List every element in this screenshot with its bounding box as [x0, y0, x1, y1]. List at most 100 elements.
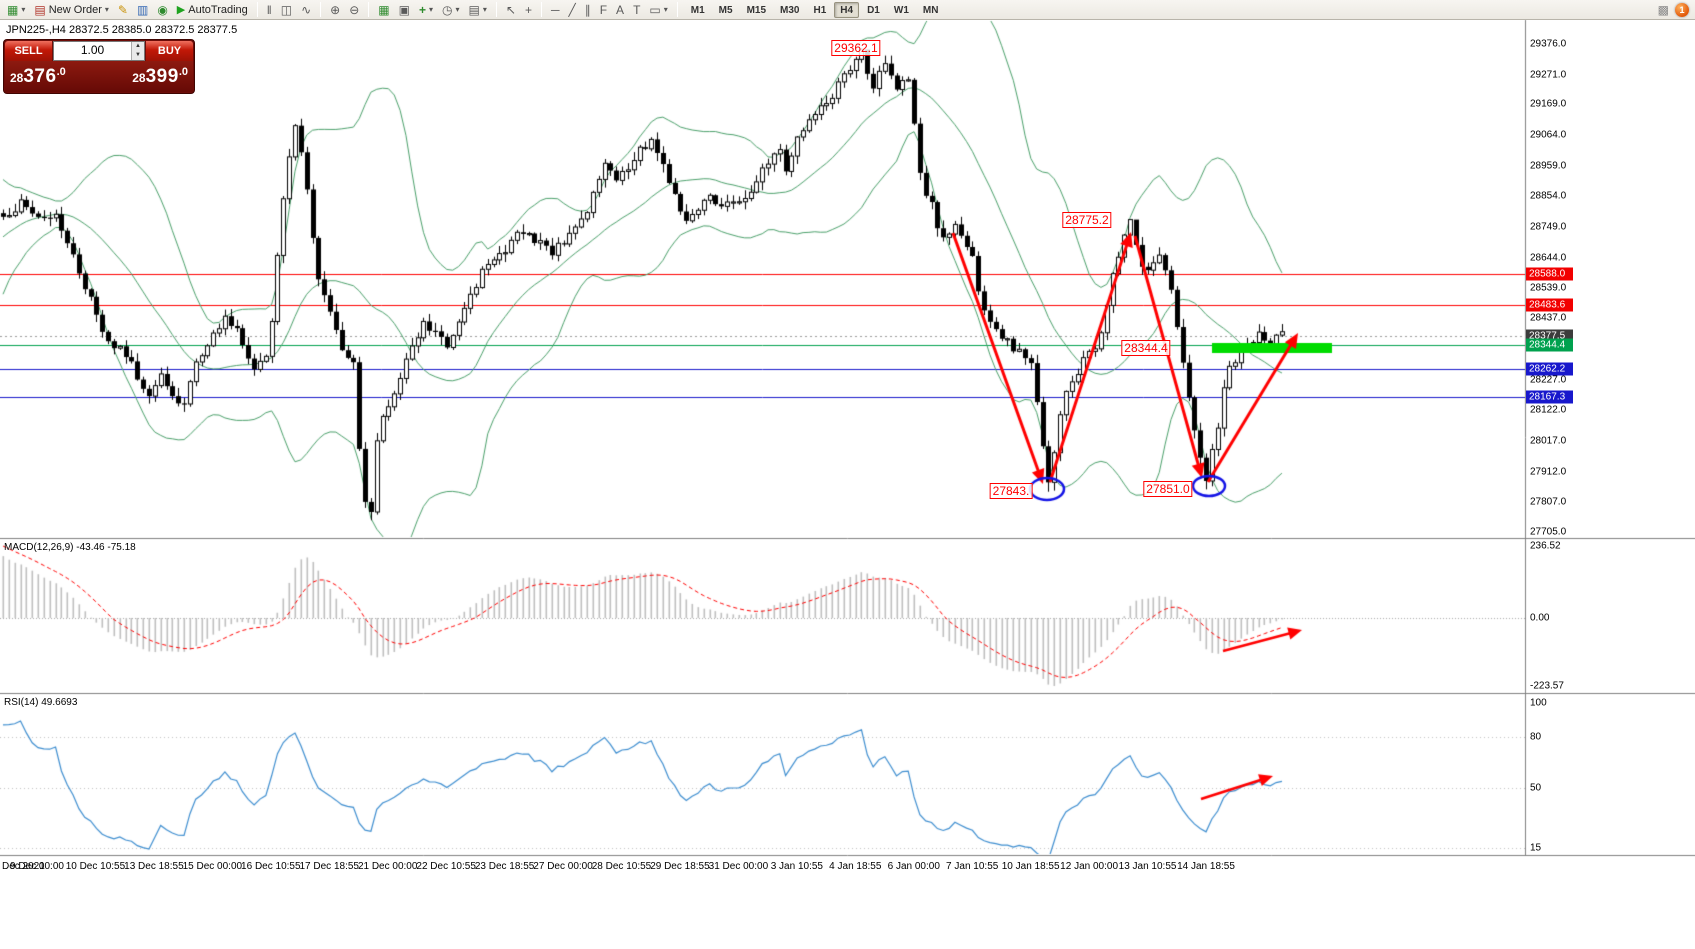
timeframe-mn[interactable]: MN [922, 4, 939, 16]
trendline-button[interactable]: ╱ [564, 1, 579, 19]
price-level-label: 28344.4 [1526, 338, 1573, 352]
line-chart-button[interactable]: ∿ [297, 1, 315, 19]
chevron-down-icon: ▾ [21, 5, 26, 14]
timeframe-m1[interactable]: M1 [690, 4, 705, 16]
time-axis-label: 17 Dec 18:55 [299, 861, 360, 872]
price-annotation[interactable]: 28344.4 [1121, 340, 1171, 356]
price-axis-tick: 28959.0 [1530, 160, 1567, 172]
crosshair-icon: + [524, 2, 532, 17]
tile-windows-button[interactable]: ▦ [374, 1, 393, 19]
sell-button[interactable]: SELL [5, 41, 52, 61]
volume-field[interactable]: 1.00 ▲ ▼ [53, 41, 145, 61]
price-axis-tick: 29376.0 [1530, 38, 1567, 50]
price-annotation[interactable]: 27851.0 [1143, 481, 1193, 497]
buy-price-frac: .0 [178, 65, 188, 78]
candlestick-chart-icon: ◫ [280, 2, 293, 17]
options-icon: ▥ [136, 2, 149, 17]
volume-up-icon[interactable]: ▲ [132, 42, 144, 51]
time-axis-label: 15 Dec 00:00 [182, 861, 243, 872]
crosshair-button[interactable]: + [521, 1, 536, 19]
price-axis-tick: 29271.0 [1530, 69, 1567, 81]
label-tool-icon: T [633, 2, 641, 17]
price-axis-tick: 28227.0 [1530, 374, 1567, 386]
chevron-down-icon: ▾ [455, 5, 460, 14]
timeframe-h4[interactable]: H4 [834, 1, 860, 18]
time-axis-label: Dec 2021 [2, 861, 45, 872]
new-chart-icon: ▦ [7, 2, 19, 17]
buy-price: 28399.0 [132, 66, 188, 88]
clock-icon: ◷ [442, 2, 453, 17]
volume-stepper: ▲ ▼ [131, 42, 144, 60]
macd-scale-tick: 236.52 [1530, 540, 1561, 552]
rsi-scale-tick: 100 [1530, 697, 1547, 709]
channel-icon: ∥ [584, 2, 591, 17]
price-level-label: 28588.0 [1526, 267, 1573, 281]
bar-chart-button[interactable]: ‖ [263, 1, 276, 19]
price-axis-tick: 28539.0 [1530, 282, 1567, 294]
periods-button[interactable]: ◷ ▾ [438, 1, 464, 19]
autotrading-button[interactable]: ▶ AutoTrading [173, 1, 252, 19]
horizontal-line-button[interactable]: ─ [547, 1, 564, 19]
shapes-button[interactable]: ▭ ▾ [645, 1, 671, 19]
buy-button[interactable]: BUY [146, 41, 193, 61]
cursor-button[interactable]: ↖ [502, 1, 520, 19]
timeframe-m30[interactable]: M30 [780, 4, 800, 16]
indicators-button[interactable]: + ▾ [415, 1, 437, 19]
notification-badge[interactable]: 1 [1675, 2, 1689, 17]
timeframe-m5[interactable]: M5 [718, 4, 733, 16]
one-click-trading-panel: SELL 1.00 ▲ ▼ BUY 28376.0 28399.0 [3, 39, 195, 94]
toolbar-separator [676, 2, 678, 17]
toolbar-separator [320, 2, 322, 17]
new-order-button[interactable]: ▤ New Order ▾ [30, 1, 113, 19]
price-axis-tick: 28122.0 [1530, 404, 1567, 416]
ohlc-readout: JPN225-,H4 28372.5 28385.0 28372.5 28377… [6, 24, 238, 36]
trendline-icon: ╱ [568, 2, 576, 17]
price-annotation[interactable]: 28775.2 [1062, 212, 1112, 228]
label-tool-button[interactable]: T [629, 1, 644, 19]
bar-chart-icon: ‖ [266, 2, 272, 17]
timeframe-d1[interactable]: D1 [867, 4, 880, 16]
cascade-windows-button[interactable]: ▣ [395, 1, 414, 19]
timeframe-m15[interactable]: M15 [746, 4, 767, 16]
time-axis-label: 16 Dec 10:55 [241, 861, 301, 872]
zoom-out-button[interactable]: ⊖ [345, 1, 363, 19]
templates-button[interactable]: ▤ ▾ [465, 1, 491, 19]
time-axis-label: 3 Jan 10:55 [770, 861, 823, 872]
toolbar-right-group: ▩ 1 [1657, 2, 1692, 17]
price-axis-tick: 28854.0 [1530, 190, 1567, 202]
timeframes-toolbar: M1 M5 M15 M30 H1 H4 D1 W1 MN [685, 1, 945, 18]
line-chart-icon: ∿ [301, 2, 312, 17]
text-tool-button[interactable]: A [612, 1, 628, 19]
options-button[interactable]: ▥ [133, 1, 152, 19]
channel-button[interactable]: ∥ [581, 1, 595, 19]
price-axis-tick: 28017.0 [1530, 435, 1567, 447]
buy-price-big: 399 [145, 65, 179, 87]
market-watch-button[interactable]: ◉ [153, 1, 171, 19]
time-axis-label: 23 Dec 18:55 [474, 861, 535, 872]
tile-windows-icon: ▦ [378, 2, 390, 17]
new-chart-button[interactable]: ▦ ▾ [3, 1, 29, 19]
chevron-down-icon: ▾ [663, 5, 668, 14]
zoom-in-button[interactable]: ⊕ [326, 1, 344, 19]
text-tool-icon: A [616, 2, 625, 17]
candlestick-chart-button[interactable]: ◫ [277, 1, 296, 19]
price-annotation[interactable]: 27843. [989, 483, 1033, 499]
time-axis-label: 9 Dec 00:00 [10, 861, 64, 872]
price-annotation[interactable]: 29362.1 [831, 40, 881, 56]
fibonacci-button[interactable]: F [596, 1, 611, 19]
status-icon: ▩ [1657, 2, 1669, 17]
volume-down-icon[interactable]: ▼ [132, 51, 144, 60]
sell-price: 28376.0 [10, 66, 66, 88]
volume-value[interactable]: 1.00 [80, 43, 105, 57]
toolbar-separator [256, 2, 258, 17]
timeframe-w1[interactable]: W1 [893, 4, 909, 16]
timeframe-h1[interactable]: H1 [813, 4, 827, 16]
autotrading-label: AutoTrading [188, 3, 248, 16]
metaeditor-button[interactable]: ✎ [114, 1, 132, 19]
fibonacci-icon: F [599, 2, 608, 17]
time-axis-label: 31 Dec 00:00 [708, 861, 769, 872]
main-toolbar: ▦ ▾ ▤ New Order ▾ ✎ ▥ ◉ ▶ AutoTrading ‖ ◫ ∿ … [0, 0, 1695, 20]
